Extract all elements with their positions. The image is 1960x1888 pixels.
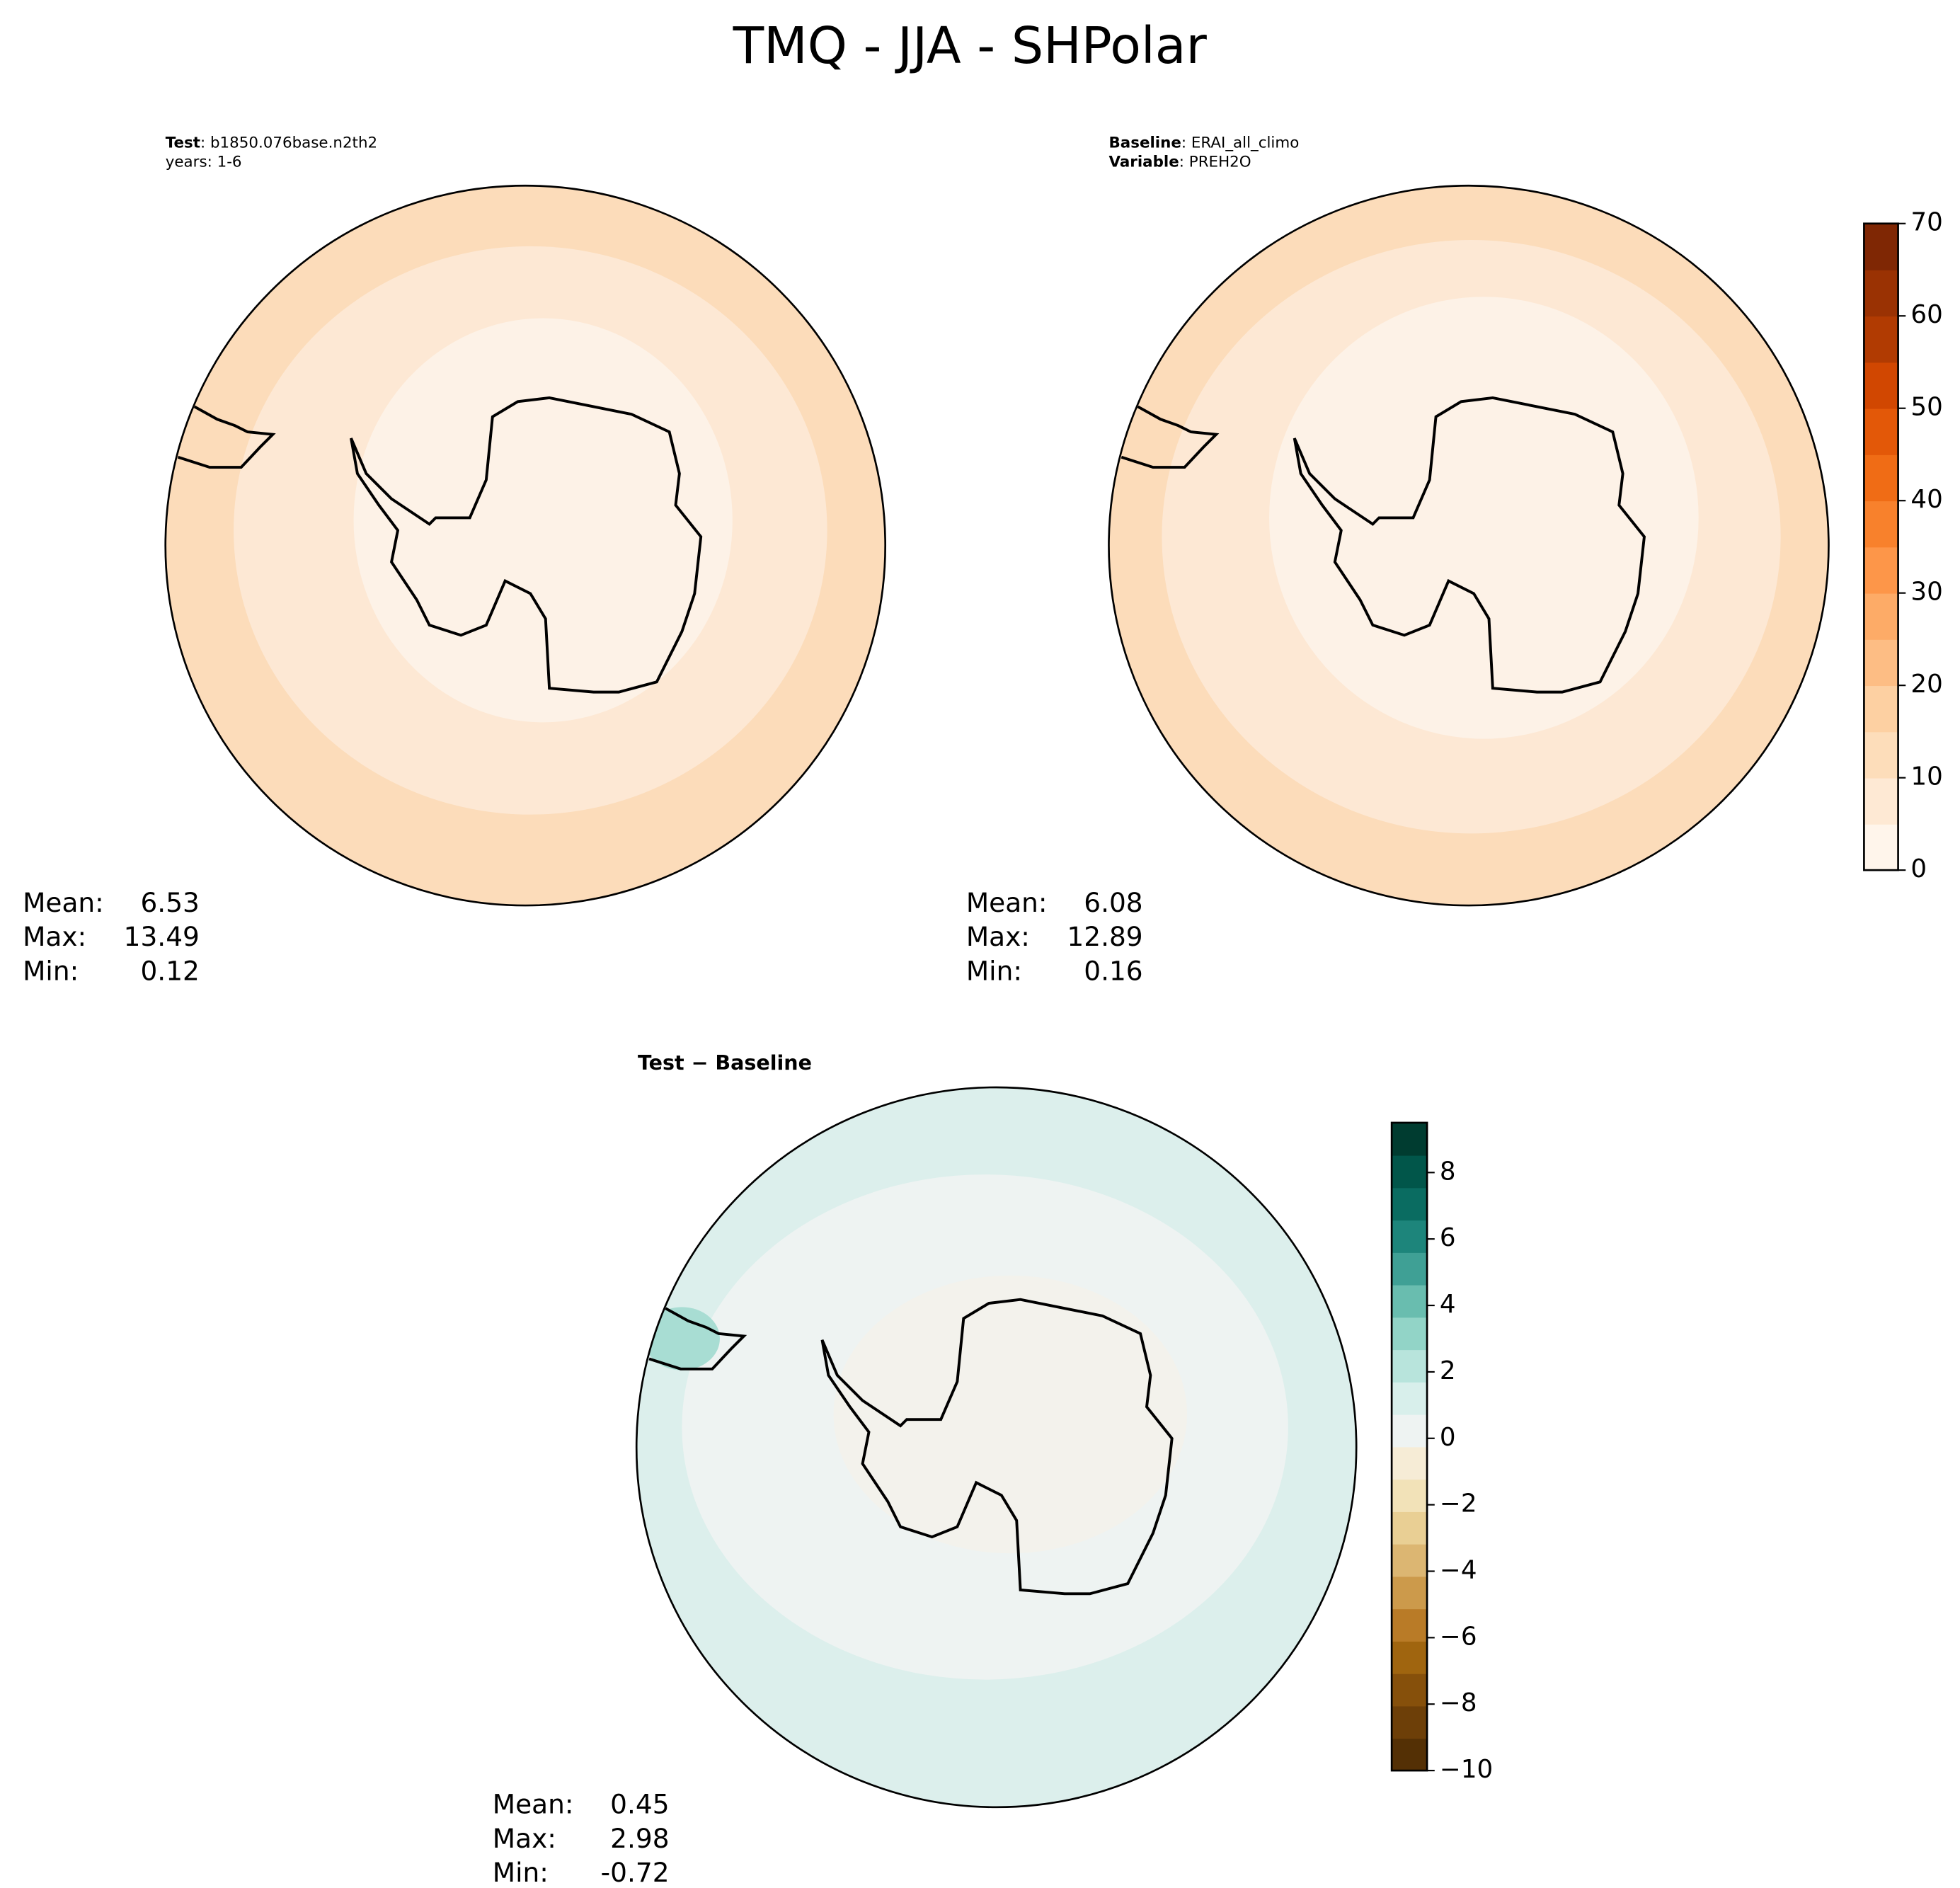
colorbar-bin bbox=[1392, 1738, 1428, 1771]
colorbar-bin bbox=[1864, 593, 1898, 640]
tick-label: 0 bbox=[1910, 854, 1927, 883]
tick-label: 0 bbox=[1440, 1423, 1456, 1452]
panel-header: Test: b1850.076base.n2th2 bbox=[166, 135, 377, 152]
stat-label: Mean: bbox=[493, 1789, 574, 1820]
panel-header: years: 1-6 bbox=[166, 153, 242, 171]
stat-label: Min: bbox=[966, 955, 1022, 986]
panel-header: Baseline: ERAI_all_climo bbox=[1108, 135, 1299, 152]
stat-label: Mean: bbox=[23, 887, 104, 918]
colorbar-bin bbox=[1864, 685, 1898, 733]
stat-value: 0.12 bbox=[140, 955, 199, 986]
tick-label: 40 bbox=[1910, 485, 1942, 514]
map-border bbox=[1108, 184, 1830, 907]
stat-value: 13.49 bbox=[124, 921, 200, 952]
header-label: Variable bbox=[1108, 153, 1179, 171]
tick-label: 6 bbox=[1440, 1223, 1456, 1252]
stat-value: -0.72 bbox=[601, 1857, 670, 1888]
colorbar-bin bbox=[1392, 1576, 1428, 1610]
colorbar-bin bbox=[1392, 1220, 1428, 1253]
colorbar-bin bbox=[1392, 1284, 1428, 1318]
stat-label: Max: bbox=[493, 1823, 556, 1854]
header-value: years: 1-6 bbox=[166, 153, 242, 171]
tick-label: −8 bbox=[1440, 1688, 1477, 1717]
tick-label: 4 bbox=[1440, 1290, 1456, 1319]
tick-label: −6 bbox=[1440, 1622, 1477, 1651]
stat-value: 6.08 bbox=[1084, 887, 1142, 918]
colorbar-bin bbox=[1864, 639, 1898, 687]
stat-label: Min: bbox=[493, 1857, 549, 1888]
colorbar-bin bbox=[1392, 1349, 1428, 1383]
colorbar-bin bbox=[1392, 1252, 1428, 1286]
colorbar-bin bbox=[1864, 454, 1898, 502]
stat-value: 0.16 bbox=[1084, 955, 1142, 986]
colorbar-bin bbox=[1392, 1187, 1428, 1221]
colorbar-bin bbox=[1392, 1381, 1428, 1415]
stat-label: Max: bbox=[23, 921, 86, 952]
map bbox=[636, 1087, 1357, 1807]
tick-label: 20 bbox=[1910, 670, 1942, 699]
colorbar-bin bbox=[1864, 316, 1898, 363]
header-value: : ERAI_all_climo bbox=[1181, 135, 1299, 152]
colorbar-bin bbox=[1392, 1155, 1428, 1189]
tick-label: 50 bbox=[1910, 393, 1942, 422]
stat-value: 2.98 bbox=[610, 1823, 669, 1854]
stat-label: Max: bbox=[966, 921, 1030, 952]
map bbox=[1108, 185, 1829, 906]
colorbar-bin bbox=[1864, 223, 1898, 270]
colorbar-bin bbox=[1864, 362, 1898, 409]
header-label: Baseline bbox=[1108, 135, 1181, 152]
colorbar-bin bbox=[1392, 1608, 1428, 1642]
colorbar-bin bbox=[1392, 1414, 1428, 1448]
tick-label: −2 bbox=[1440, 1489, 1477, 1518]
colorbar-bin bbox=[1864, 731, 1898, 779]
stat-value: 6.53 bbox=[140, 887, 199, 918]
tick-label: 2 bbox=[1440, 1356, 1456, 1385]
figure-title: TMQ - JJA - SHPolar bbox=[733, 16, 1208, 75]
header-value: : b1850.076base.n2th2 bbox=[200, 135, 377, 152]
header-label: Test − Baseline bbox=[638, 1051, 812, 1075]
stat-label: Min: bbox=[23, 955, 79, 986]
tick-label: 10 bbox=[1910, 762, 1942, 791]
colorbar-bin bbox=[1392, 1641, 1428, 1674]
tick-label: −10 bbox=[1440, 1755, 1493, 1784]
colorbar-bin bbox=[1392, 1673, 1428, 1707]
tick-label: 8 bbox=[1440, 1157, 1456, 1186]
stat-label: Mean: bbox=[966, 887, 1048, 918]
tick-label: 60 bbox=[1910, 300, 1942, 329]
colorbar-bin bbox=[1392, 1479, 1428, 1512]
map bbox=[165, 185, 886, 906]
colorbar-frame bbox=[1390, 1121, 1428, 1772]
colorbar-bin bbox=[1864, 823, 1898, 871]
colorbar-bin bbox=[1392, 1543, 1428, 1577]
colorbar-bin bbox=[1392, 1317, 1428, 1351]
colorbar-frame bbox=[1863, 222, 1899, 871]
tick-label: 30 bbox=[1910, 578, 1942, 607]
colorbar-bin bbox=[1864, 547, 1898, 594]
header-value: : PREH2O bbox=[1179, 153, 1251, 171]
colorbar-bin bbox=[1864, 270, 1898, 317]
colorbar-bin bbox=[1392, 1511, 1428, 1545]
tick-label: 70 bbox=[1910, 208, 1942, 237]
colorbar-bin bbox=[1392, 1122, 1428, 1156]
colorbar-bin bbox=[1864, 408, 1898, 455]
panel-header: Test − Baseline bbox=[638, 1051, 812, 1075]
map-border bbox=[164, 184, 887, 907]
map-border bbox=[635, 1086, 1358, 1809]
colorbar-bin bbox=[1392, 1446, 1428, 1480]
stat-value: 12.89 bbox=[1067, 921, 1142, 952]
colorbar-bin bbox=[1864, 500, 1898, 548]
stat-value: 0.45 bbox=[610, 1789, 669, 1820]
colorbar-bin bbox=[1392, 1705, 1428, 1739]
tick-label: −4 bbox=[1440, 1556, 1477, 1585]
panel-header: Variable: PREH2O bbox=[1108, 153, 1251, 171]
colorbar-bin bbox=[1864, 777, 1898, 825]
header-label: Test bbox=[166, 135, 200, 152]
